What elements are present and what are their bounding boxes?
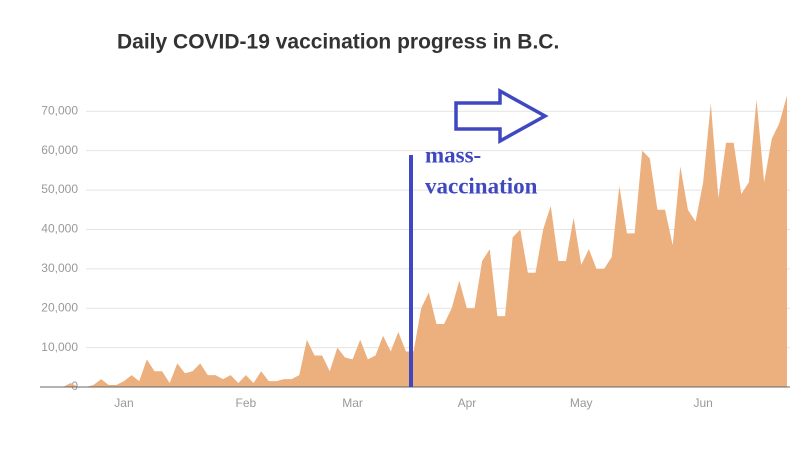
y-tick-label: 60,000	[41, 143, 78, 157]
x-tick-label: Feb	[236, 396, 257, 410]
annotation-text: vaccination	[425, 173, 538, 198]
y-tick-label: 30,000	[41, 261, 78, 275]
x-tick-label: Mar	[342, 396, 363, 410]
y-tick-label: 50,000	[41, 182, 78, 196]
y-tick-label: 40,000	[41, 222, 78, 236]
y-tick-label: 10,000	[41, 340, 78, 354]
y-tick-label: 20,000	[41, 300, 78, 314]
area	[63, 95, 787, 387]
x-tick-label: Jan	[114, 396, 133, 410]
annotation-text: mass-	[425, 142, 481, 167]
plot-area: 010,00020,00030,00040,00050,00060,00070,…	[40, 95, 790, 410]
x-tick-label: May	[570, 396, 593, 410]
x-tick-label: Jun	[693, 396, 712, 410]
annotation-arrow	[454, 88, 549, 144]
y-tick-label: 70,000	[41, 103, 78, 117]
x-tick-label: Apr	[458, 396, 477, 410]
chart-title: Daily COVID-19 vaccination progress in B…	[117, 31, 559, 54]
